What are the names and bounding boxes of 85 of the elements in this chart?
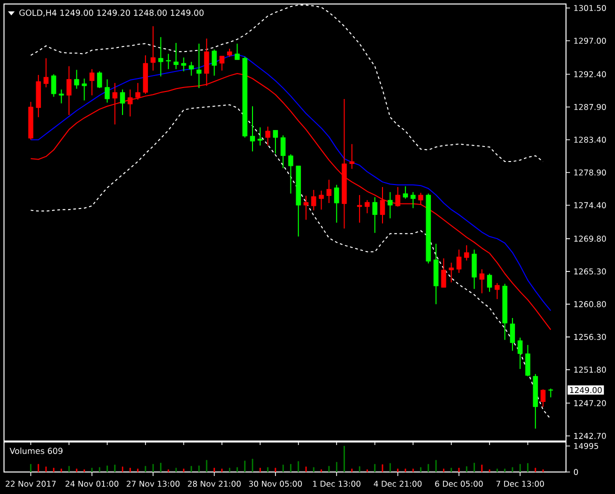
candlestick: [120, 89, 126, 116]
x-tick-label: 7 Dec 13:00: [496, 480, 544, 487]
candlestick: [158, 36, 164, 77]
y-tick-label: 1287.90: [574, 104, 606, 110]
y-tick-label: 1247.20: [574, 400, 606, 406]
candlestick: [388, 192, 393, 219]
candlestick: [212, 48, 217, 76]
y-tick-label: 14995: [574, 442, 598, 450]
x-tick-label: 27 Nov 13:00: [126, 480, 180, 487]
text: 1249.00: [570, 387, 602, 394]
candlestick: [548, 388, 554, 398]
x-tick-label: 1 Dec 13:00: [313, 480, 360, 487]
candlestick: [135, 82, 140, 100]
candlestick: [181, 56, 186, 72]
candlestick: [166, 53, 171, 70]
y-tick-label: 1269.80: [574, 236, 606, 242]
y-tick-label: 1251.80: [574, 366, 606, 373]
candlestick: [128, 89, 133, 117]
candlestick: [402, 186, 408, 200]
candlestick: [74, 69, 80, 90]
candlestick: [104, 78, 110, 104]
y-tick-label: 1292.40: [574, 71, 606, 78]
candlestick: [479, 268, 484, 294]
candlestick: [418, 192, 424, 205]
candlestick: [311, 189, 316, 211]
candlestick: [334, 184, 340, 224]
candlestick: [258, 126, 263, 146]
x-tick-label: 28 Nov 21:00: [188, 480, 241, 487]
candlestick: [395, 186, 400, 208]
candlestick: [318, 190, 324, 210]
candlestick: [304, 195, 309, 220]
candlestick: [280, 134, 286, 169]
candlestick: [51, 74, 56, 98]
candlestick: [82, 78, 87, 101]
candlestick: [265, 126, 270, 146]
y-tick-label: 1283.40: [574, 136, 606, 143]
candlestick: [250, 106, 255, 152]
y-tick-label: 1274.40: [574, 202, 606, 208]
y-tick-label: 1256.30: [574, 334, 606, 340]
candlestick: [525, 344, 530, 377]
candlestick: [380, 186, 385, 224]
candlestick: [89, 68, 94, 96]
candlestick: [518, 337, 523, 370]
y-tick-label: 0: [574, 468, 578, 476]
candlestick: [97, 70, 102, 89]
candlestick: [58, 89, 64, 104]
y-tick-label: 1260.80: [574, 301, 606, 308]
candlestick: [234, 43, 240, 60]
y-tick-label: 1297.00: [574, 38, 606, 44]
y-tick-label: 1278.90: [574, 169, 606, 176]
candlestick: [150, 26, 156, 72]
candlestick: [349, 144, 354, 170]
candlestick: [464, 244, 470, 262]
candlestick: [540, 388, 546, 408]
text: GOLD,H4 1249.00 1249.20 1248.00 1249.00: [19, 10, 204, 17]
candlestick: [487, 273, 492, 292]
candlestick: [372, 196, 378, 234]
y-tick-label: 1265.30: [574, 268, 606, 274]
candlestick: [364, 200, 370, 214]
text: Volumes 609: [10, 448, 62, 454]
candlestick: [219, 56, 224, 72]
candlestick: [112, 82, 118, 125]
candlestick: [174, 42, 179, 70]
candlestick: [410, 192, 416, 209]
candlestick: [326, 179, 332, 204]
x-tick-label: 24 Nov 01:00: [66, 480, 118, 487]
candlestick: [196, 43, 202, 89]
x-tick-label: 22 Nov 2017: [6, 480, 56, 487]
y-tick-label: 1301.50: [574, 4, 606, 12]
x-tick-label: 6 Dec 05:00: [435, 480, 483, 487]
candlestick: [357, 194, 362, 224]
candlestick: [441, 258, 446, 288]
candlestick: [472, 249, 477, 290]
candlestick: [510, 318, 515, 352]
candlestick: [272, 130, 278, 154]
x-tick-label: 30 Nov 05:00: [249, 480, 302, 487]
candlestick: [44, 58, 49, 88]
candlestick: [494, 282, 500, 300]
candlestick: [448, 262, 454, 283]
candlestick: [188, 61, 194, 76]
candlestick: [288, 154, 294, 194]
candlestick: [456, 249, 462, 274]
x-tick-label: 4 Dec 21:00: [374, 480, 422, 487]
candlestick: [66, 66, 72, 116]
y-tick-label: 1242.70: [574, 432, 606, 439]
